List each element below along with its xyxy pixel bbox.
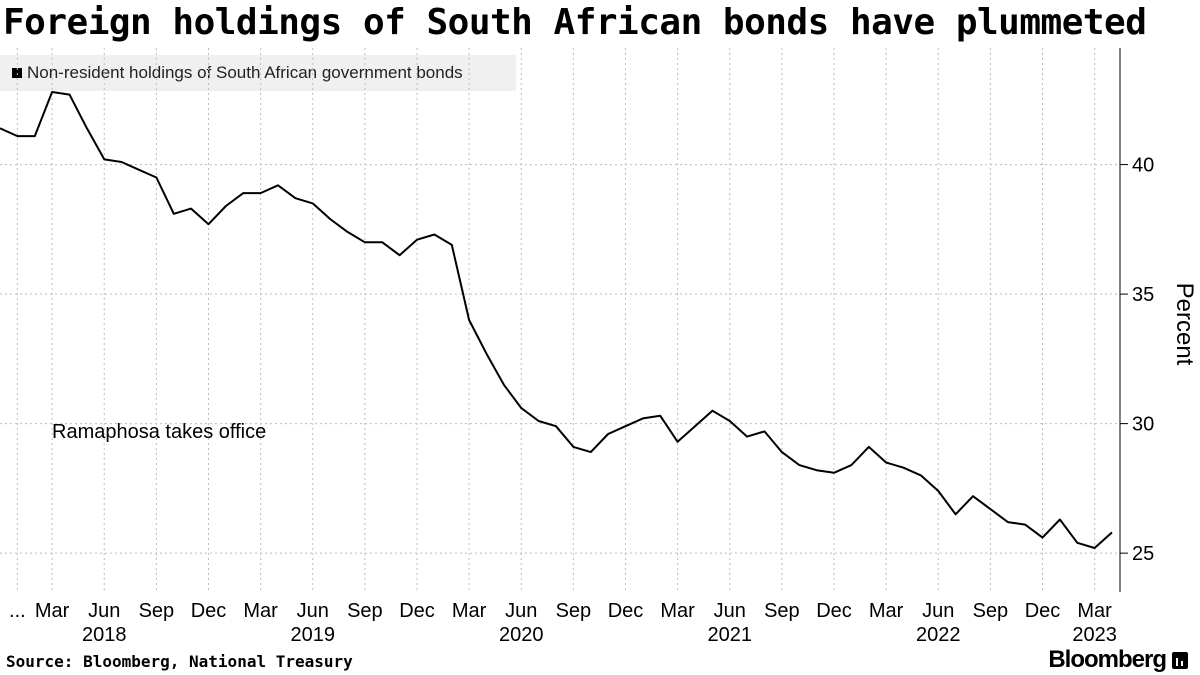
x-tick-label: ...	[9, 600, 26, 622]
year-label: 2021	[708, 624, 753, 646]
x-tick-label: Mar	[243, 600, 278, 622]
logo-text: Bloomberg	[1048, 646, 1167, 673]
x-tick-label: Jun	[505, 600, 537, 622]
x-tick-label: Mar	[869, 600, 904, 622]
x-tick-label: Jun	[714, 600, 746, 622]
x-tick-label: Dec	[399, 600, 435, 622]
bar-chart-icon	[1172, 651, 1188, 669]
year-label: 2020	[499, 624, 544, 646]
series-layer	[0, 91, 1113, 549]
x-tick-label: Sep	[347, 600, 383, 622]
x-tick-label: Jun	[922, 600, 954, 622]
y-axis-title: Percent	[1171, 283, 1198, 366]
chart-text: 25 30 35 40... Mar Jun Sep Dec Mar Jun Sep Dec Mar Ju…	[9, 155, 1198, 646]
x-tick-label: Jun	[297, 600, 329, 622]
year-label: 2022	[916, 624, 961, 646]
year-label: 2019	[291, 624, 336, 646]
annotation: Ramaphosa takes office	[52, 421, 266, 443]
legend: Non-resident holdings of South African g…	[0, 55, 516, 91]
chart-title: Foreign holdings of South African bonds …	[3, 2, 1147, 43]
year-label: 2023	[1072, 624, 1117, 646]
x-tick-label: Mar	[1077, 600, 1112, 622]
x-tick-label: Sep	[556, 600, 592, 622]
legend-label: Non-resident holdings of South African g…	[27, 63, 463, 82]
grid	[0, 48, 1120, 592]
x-tick-label: Sep	[764, 600, 800, 622]
y-tick-label: 25	[1132, 543, 1154, 565]
x-tick-label: Mar	[452, 600, 487, 622]
series-line	[0, 91, 1113, 549]
x-tick-label: Sep	[973, 600, 1009, 622]
y-tick-label: 30	[1132, 414, 1154, 436]
year-label: 2018	[82, 624, 127, 646]
axes	[1119, 48, 1128, 592]
x-tick-label: Mar	[35, 600, 70, 622]
x-tick-label: Mar	[660, 600, 695, 622]
x-tick-label: Sep	[139, 600, 175, 622]
x-tick-label: Dec	[608, 600, 644, 622]
y-tick-label: 40	[1132, 155, 1154, 177]
source-note: Source: Bloomberg, National Treasury	[6, 652, 353, 671]
x-tick-label: Dec	[1025, 600, 1061, 622]
x-tick-label: Jun	[88, 600, 120, 622]
x-tick-label: Dec	[816, 600, 852, 622]
bloomberg-logo: Bloomberg	[1048, 646, 1188, 674]
x-tick-label: Dec	[191, 600, 227, 622]
y-tick-label: 35	[1132, 284, 1154, 306]
